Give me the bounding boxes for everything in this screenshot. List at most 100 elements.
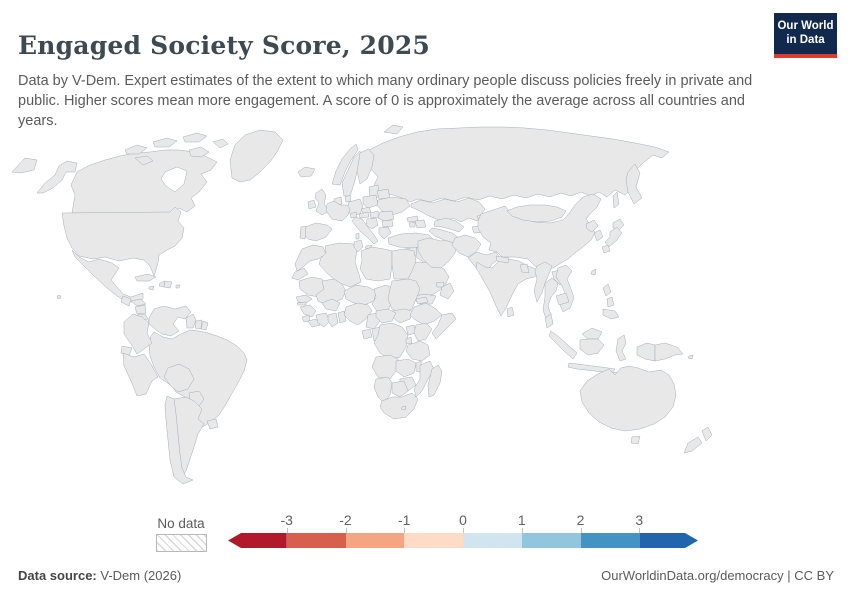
country-south-korea[interactable] bbox=[593, 229, 604, 242]
country-uzbekistan[interactable] bbox=[433, 217, 465, 233]
country-myanmar[interactable] bbox=[533, 261, 553, 303]
country-malaysia-borneo[interactable] bbox=[581, 327, 603, 340]
country-usa-hawaii[interactable] bbox=[56, 294, 62, 300]
colorbar-bin-0 to 1[interactable] bbox=[463, 533, 522, 548]
country-senegal[interactable] bbox=[295, 294, 313, 304]
country-austria[interactable] bbox=[358, 211, 370, 219]
country-canada[interactable] bbox=[152, 137, 178, 148]
country-burkina-faso[interactable] bbox=[321, 298, 341, 312]
country-gabon[interactable] bbox=[361, 328, 373, 340]
country-ireland[interactable] bbox=[307, 199, 317, 210]
country-philippines[interactable] bbox=[602, 308, 620, 320]
country-russia[interactable] bbox=[362, 126, 670, 203]
country-kenya[interactable] bbox=[413, 322, 433, 342]
country-lesotho[interactable] bbox=[400, 405, 407, 411]
country-taiwan[interactable] bbox=[590, 268, 597, 276]
country-canada[interactable] bbox=[124, 144, 148, 155]
country-poland[interactable] bbox=[362, 194, 379, 209]
colorbar-bin--1 to 0[interactable] bbox=[404, 533, 463, 548]
country-russia[interactable] bbox=[625, 163, 643, 205]
country-ivory-coast[interactable] bbox=[315, 312, 331, 328]
country-libya[interactable] bbox=[359, 246, 393, 282]
country-australia[interactable] bbox=[579, 365, 677, 432]
country-russia[interactable] bbox=[612, 191, 620, 209]
country-tunisia[interactable] bbox=[353, 239, 364, 253]
country-bolivia[interactable] bbox=[163, 363, 195, 393]
country-nigeria[interactable] bbox=[343, 302, 373, 326]
country-belarus[interactable] bbox=[376, 188, 391, 200]
country-somalia[interactable] bbox=[431, 312, 457, 340]
country-vietnam[interactable] bbox=[555, 264, 575, 313]
country-honduras[interactable] bbox=[130, 298, 147, 307]
country-iceland[interactable] bbox=[297, 166, 316, 178]
country-colombia[interactable] bbox=[123, 313, 153, 355]
country-guatemala[interactable] bbox=[120, 295, 132, 307]
country-drc[interactable] bbox=[373, 322, 409, 360]
owid-link[interactable]: OurWorldinData.org/democracy | CC BY bbox=[601, 568, 834, 583]
country-tanzania[interactable] bbox=[405, 340, 431, 362]
country-eritrea[interactable] bbox=[415, 296, 429, 305]
country-zambia[interactable] bbox=[395, 358, 417, 378]
country-australia-tasmania[interactable] bbox=[630, 435, 641, 445]
country-canada[interactable] bbox=[134, 155, 154, 166]
country-niger[interactable] bbox=[343, 284, 377, 306]
country-brazil[interactable] bbox=[148, 329, 248, 429]
country-indonesia-papua[interactable] bbox=[636, 342, 656, 362]
country-greenland[interactable] bbox=[229, 129, 284, 183]
colorbar-bin-< -3[interactable] bbox=[228, 533, 287, 548]
country-indonesia-sumatra[interactable] bbox=[548, 330, 578, 360]
country-french-guiana[interactable] bbox=[200, 320, 209, 331]
country-bulgaria[interactable] bbox=[381, 219, 394, 228]
country-armenia[interactable] bbox=[408, 221, 416, 228]
country-malaysia[interactable] bbox=[544, 313, 554, 329]
colorbar-bin-> 3[interactable] bbox=[639, 533, 698, 548]
country-svalbard[interactable] bbox=[383, 124, 404, 135]
country-mongolia[interactable] bbox=[506, 204, 567, 223]
country-madagascar[interactable] bbox=[427, 364, 443, 398]
country-cuba[interactable] bbox=[134, 273, 157, 282]
country-canada[interactable] bbox=[212, 138, 229, 149]
colorbar-bin-2 to 3[interactable] bbox=[580, 533, 640, 548]
country-canada[interactable] bbox=[188, 146, 210, 158]
country-france[interactable] bbox=[325, 200, 351, 222]
country-dominican-republic[interactable] bbox=[163, 280, 173, 289]
country-new-zealand[interactable] bbox=[701, 426, 713, 442]
country-botswana[interactable] bbox=[391, 380, 409, 398]
country-finland[interactable] bbox=[356, 148, 375, 185]
country-russia[interactable] bbox=[11, 157, 38, 174]
colorbar-bin-1 to 2[interactable] bbox=[521, 533, 581, 548]
country-south-africa[interactable] bbox=[379, 392, 419, 420]
country-philippines[interactable] bbox=[602, 283, 612, 297]
country-mexico[interactable] bbox=[71, 249, 144, 303]
country-indonesia-kalimantan[interactable] bbox=[579, 338, 605, 356]
country-japan[interactable] bbox=[604, 226, 623, 248]
country-cambodia[interactable] bbox=[555, 292, 570, 306]
country-czechia[interactable] bbox=[360, 206, 372, 214]
no-data-swatch[interactable] bbox=[156, 534, 207, 552]
owid-logo[interactable]: Our World in Data bbox=[774, 13, 837, 58]
country-usa-alaska[interactable] bbox=[36, 160, 78, 194]
country-new-zealand[interactable] bbox=[683, 436, 703, 454]
country-kazakhstan[interactable] bbox=[410, 197, 486, 223]
country-puerto-rico[interactable] bbox=[175, 284, 181, 289]
country-thailand[interactable] bbox=[542, 277, 559, 320]
country-solomon-islands[interactable] bbox=[687, 354, 694, 360]
country-guyana[interactable] bbox=[185, 313, 197, 329]
country-morocco[interactable] bbox=[294, 244, 327, 272]
country-central-african-republic[interactable] bbox=[375, 308, 397, 324]
country-guinea[interactable] bbox=[299, 304, 317, 318]
country-ghana[interactable] bbox=[327, 312, 339, 328]
country-ethiopia[interactable] bbox=[409, 302, 443, 326]
country-bangladesh[interactable] bbox=[519, 263, 530, 274]
country-denmark[interactable] bbox=[344, 194, 352, 203]
country-afghanistan[interactable] bbox=[451, 234, 482, 258]
country-uae[interactable] bbox=[435, 281, 445, 288]
country-gambia[interactable] bbox=[296, 301, 307, 306]
country-balkans[interactable] bbox=[365, 217, 379, 230]
country-oman[interactable] bbox=[439, 282, 455, 300]
country-chile[interactable] bbox=[164, 395, 194, 485]
country-egypt[interactable] bbox=[391, 248, 417, 280]
colorbar-bin--3 to -2[interactable] bbox=[286, 533, 346, 548]
country-usa[interactable] bbox=[61, 206, 185, 277]
country-azerbaijan[interactable] bbox=[414, 219, 427, 229]
